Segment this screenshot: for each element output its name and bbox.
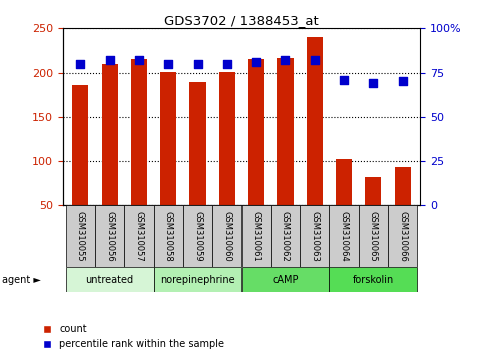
Bar <box>329 205 359 267</box>
Bar <box>66 205 95 267</box>
Text: cAMP: cAMP <box>272 275 298 285</box>
Bar <box>248 59 264 205</box>
Text: GSM310064: GSM310064 <box>340 211 349 262</box>
Bar <box>277 58 294 205</box>
Bar <box>271 205 300 267</box>
Point <box>340 77 348 82</box>
Text: GSM310055: GSM310055 <box>76 211 85 262</box>
Bar <box>395 167 411 205</box>
Point <box>164 61 172 67</box>
Text: agent ►: agent ► <box>2 275 41 285</box>
Point <box>106 57 114 63</box>
Text: GSM310058: GSM310058 <box>164 211 173 262</box>
Bar <box>95 205 124 267</box>
Title: GDS3702 / 1388453_at: GDS3702 / 1388453_at <box>164 14 319 27</box>
Bar <box>66 267 154 292</box>
Text: GSM310066: GSM310066 <box>398 211 407 262</box>
Point <box>282 57 289 63</box>
Point <box>223 61 231 67</box>
Bar <box>131 59 147 205</box>
Point <box>135 57 143 63</box>
Bar <box>329 267 417 292</box>
Bar <box>307 37 323 205</box>
Text: GSM310065: GSM310065 <box>369 211 378 262</box>
Bar <box>154 205 183 267</box>
Point <box>252 59 260 65</box>
Text: GSM310057: GSM310057 <box>134 211 143 262</box>
Text: GSM310060: GSM310060 <box>222 211 231 262</box>
Text: norepinephrine: norepinephrine <box>160 275 235 285</box>
Bar <box>365 177 382 205</box>
Text: GSM310059: GSM310059 <box>193 211 202 262</box>
Bar <box>160 72 176 205</box>
Bar <box>72 85 88 205</box>
Point <box>369 80 377 86</box>
Text: forskolin: forskolin <box>353 275 394 285</box>
Bar <box>124 205 154 267</box>
Bar <box>300 205 329 267</box>
Bar <box>388 205 417 267</box>
Text: GSM310062: GSM310062 <box>281 211 290 262</box>
Legend: count, percentile rank within the sample: count, percentile rank within the sample <box>43 324 224 349</box>
Bar <box>101 64 118 205</box>
Text: untreated: untreated <box>85 275 134 285</box>
Point <box>399 79 407 84</box>
Bar <box>359 205 388 267</box>
Text: GSM310061: GSM310061 <box>252 211 261 262</box>
Point <box>311 57 319 63</box>
Bar <box>336 159 352 205</box>
Text: GSM310056: GSM310056 <box>105 211 114 262</box>
Point <box>194 61 201 67</box>
Bar <box>212 205 242 267</box>
Bar <box>183 205 212 267</box>
Bar <box>242 205 271 267</box>
Bar <box>189 82 206 205</box>
Bar <box>242 267 329 292</box>
Bar <box>219 72 235 205</box>
Point <box>76 61 84 67</box>
Bar <box>154 267 242 292</box>
Text: GSM310063: GSM310063 <box>310 211 319 262</box>
